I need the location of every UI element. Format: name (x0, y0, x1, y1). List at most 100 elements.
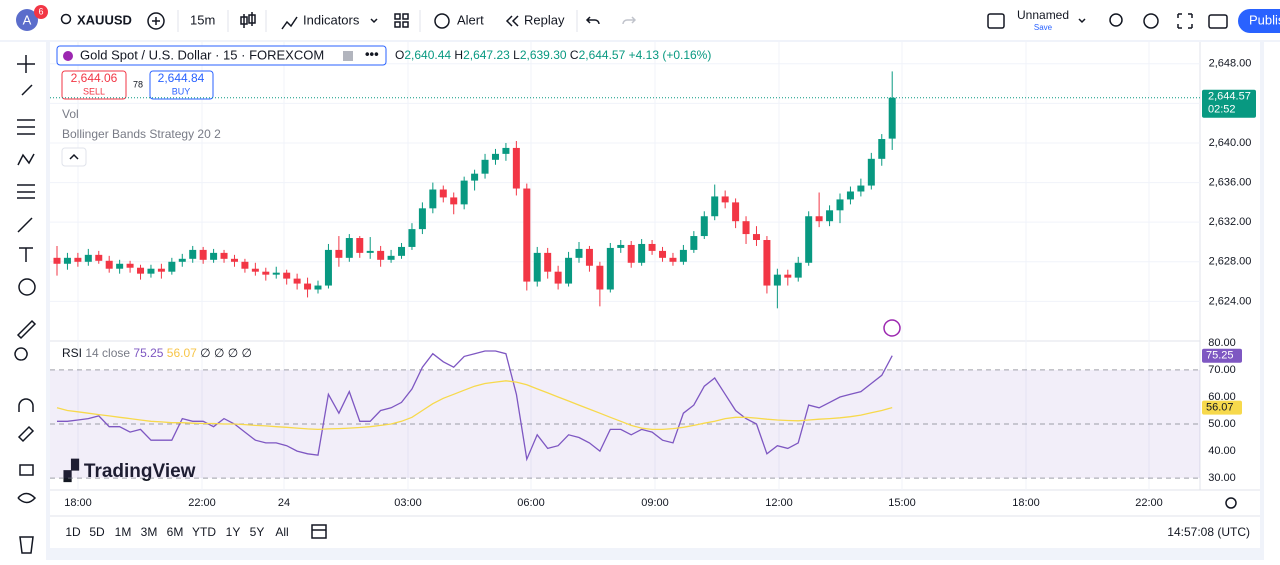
candle-body (210, 252, 218, 260)
add-symbol-icon[interactable] (147, 12, 165, 30)
candle-body (596, 265, 604, 290)
indicators-icon (281, 16, 298, 30)
redo[interactable] (622, 16, 637, 25)
undo[interactable] (585, 16, 600, 25)
price-tick-label: 2,632.00 (1209, 216, 1252, 228)
candle-body (95, 254, 103, 261)
candle-body (241, 261, 249, 269)
measure-tools[interactable] (14, 319, 37, 361)
candle-body (794, 262, 802, 278)
quick-search-icon[interactable] (1109, 13, 1123, 27)
range-button[interactable]: YTD (192, 525, 216, 539)
rsi-value: 75.25 (133, 346, 163, 360)
candle-body (418, 208, 426, 230)
candle-body (585, 248, 593, 266)
candle-body (867, 158, 875, 186)
range-button[interactable]: 6M (167, 525, 184, 539)
collapse-button[interactable] (61, 147, 87, 167)
layout-name[interactable]: Unnamed (1017, 8, 1069, 22)
candle-body (826, 210, 834, 222)
time-label: 12:00 (765, 497, 793, 509)
candle-body (74, 257, 82, 262)
sell-button[interactable] (61, 70, 127, 100)
candle-body (199, 249, 207, 260)
range-button[interactable]: 1D (65, 525, 81, 539)
candle-body (398, 246, 406, 256)
candle-body (784, 274, 792, 278)
time-label: 06:00 (517, 497, 545, 509)
time-label: 18:00 (1012, 497, 1040, 509)
alert-icon (434, 13, 450, 29)
range-button[interactable]: 5Y (250, 525, 265, 539)
price-tick-label: 2,624.00 (1209, 295, 1252, 307)
candle-body (366, 250, 374, 253)
candle-body (460, 180, 468, 205)
drawing-tools[interactable] (17, 55, 35, 262)
candle-body (439, 189, 447, 198)
more[interactable]: ••• (365, 46, 379, 61)
buy-label: BUY (172, 86, 191, 96)
candle-body (230, 258, 238, 262)
candle-body (491, 153, 499, 160)
indicators[interactable]: Indicators (303, 12, 360, 27)
right-sidebar (1264, 42, 1280, 560)
candle-body (805, 216, 813, 263)
chevron (1078, 18, 1086, 24)
replay[interactable]: Replay (524, 12, 565, 27)
candle-body (220, 252, 228, 259)
candle-body (345, 238, 353, 258)
candle-body (293, 278, 301, 284)
candle-body (512, 147, 520, 189)
rsi-extra: ∅ (228, 346, 238, 360)
fullscreen-icon[interactable] (1177, 13, 1193, 29)
range-button[interactable]: 1M (115, 525, 132, 539)
range-button[interactable]: 3M (141, 525, 158, 539)
settings-icon[interactable] (1143, 13, 1159, 29)
candle-body (669, 257, 677, 262)
rsi-tick-label: 30.00 (1208, 472, 1236, 484)
rsi-value-label: 56.07 (1206, 402, 1234, 414)
candle-body (116, 263, 124, 269)
candle-body (189, 249, 197, 259)
range-button[interactable]: 5D (89, 525, 105, 539)
layout-checkbox[interactable] (987, 13, 1005, 29)
date-range-icon[interactable] (311, 524, 327, 539)
candle-body (84, 254, 92, 262)
rsi-tick-label: 80.00 (1208, 337, 1236, 349)
avatar[interactable] (16, 9, 38, 31)
candle-body (857, 185, 865, 192)
candle-body (408, 229, 416, 247)
symbol[interactable]: XAUUSD (77, 12, 132, 27)
candle-body (763, 240, 771, 286)
publish-button[interactable] (1238, 9, 1280, 33)
candle-body (387, 255, 395, 260)
time-label: 09:00 (641, 497, 669, 509)
buy-button[interactable] (149, 70, 214, 100)
rsi-name: RSI (62, 346, 82, 360)
snapshot-icon[interactable] (1208, 14, 1228, 29)
vol-label: Vol (62, 107, 79, 121)
flag (343, 51, 353, 61)
rsi-tick-label: 50.00 (1208, 418, 1236, 430)
alert[interactable]: Alert (457, 12, 484, 27)
interval[interactable]: 15m (190, 12, 215, 27)
axis-settings[interactable] (1225, 497, 1237, 509)
watermark-text: TradingView (84, 461, 196, 482)
event-icon[interactable] (883, 319, 901, 337)
layouts-icon[interactable] (394, 13, 409, 28)
lock-tools[interactable] (17, 398, 37, 554)
price-tick-label: 2,640.00 (1209, 137, 1252, 149)
candle-body (356, 238, 364, 253)
layout-save[interactable]: Save (1034, 23, 1053, 32)
range-button[interactable]: All (275, 525, 288, 539)
strategy-label: Bollinger Bands Strategy 20 2 (62, 127, 221, 141)
range-button[interactable]: 1Y (226, 525, 241, 539)
chart-type-icon[interactable] (240, 12, 256, 28)
time-label: 18:00 (64, 497, 92, 509)
emoji-tool[interactable] (18, 278, 36, 296)
candle-body (471, 173, 479, 181)
chevron (370, 18, 378, 24)
last-price: 2,644.57 (1208, 91, 1251, 103)
